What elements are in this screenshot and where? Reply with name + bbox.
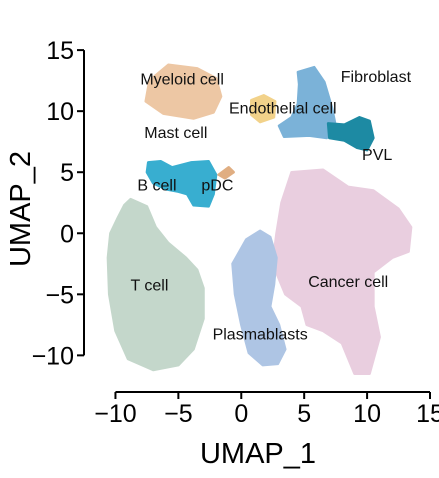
- x-tick-label: −10: [94, 400, 136, 428]
- cluster-b-cell: [145, 159, 218, 208]
- cluster-pdc: [217, 166, 235, 180]
- x-tick-label: −5: [164, 400, 193, 428]
- cluster-plasmablasts: [231, 229, 287, 367]
- cluster-label-myeloid-cell: Myeloid cell: [140, 71, 224, 88]
- y-tick-label: −5: [45, 281, 74, 309]
- x-tick-label: 0: [234, 400, 248, 428]
- cluster-label-pdc: pDC: [201, 178, 233, 195]
- cluster-label-t-cell: T cell: [130, 278, 168, 295]
- x-axis-title: UMAP_1: [200, 438, 316, 470]
- cluster-label-endothelial-cell: Endothelial cell: [229, 101, 337, 118]
- x-tick-label: 5: [297, 400, 311, 428]
- cluster-t-cell: [106, 197, 205, 372]
- cluster-endothelial-cell: [250, 94, 277, 124]
- cluster-label-pvl: PVL: [362, 147, 392, 164]
- y-tick-label: 0: [60, 220, 74, 248]
- y-tick-label: −10: [32, 342, 74, 370]
- cluster-label-plasmablasts: Plasmablasts: [213, 326, 308, 343]
- cluster-label-b-cell: B cell: [137, 178, 176, 195]
- x-tick-label: 10: [353, 400, 381, 428]
- y-tick-label: 15: [46, 37, 74, 65]
- y-axis-title: UMAP_2: [5, 151, 37, 267]
- cluster-label-cancer-cell: Cancer cell: [308, 274, 388, 291]
- y-tick-label: 10: [46, 98, 74, 126]
- x-tick-label: 15: [416, 400, 439, 428]
- cluster-label-fibroblast: Fibroblast: [341, 69, 412, 86]
- clusters-layer: [106, 63, 413, 375]
- cluster-label-mast-cell: Mast cell: [144, 125, 207, 142]
- cluster-cancer-cell: [271, 168, 413, 375]
- cluster-myeloid-cell: [144, 63, 223, 120]
- cluster-pvl: [326, 116, 375, 152]
- labels-layer: T cell Cancer cell Plasmablasts Myeloid cel…: [130, 69, 411, 344]
- axes-layer: −10 −5 0 5 10 15 −10 −5 0 5 10 15: [32, 37, 439, 428]
- y-tick-label: 5: [60, 159, 74, 187]
- cluster-fibroblast: [277, 65, 337, 140]
